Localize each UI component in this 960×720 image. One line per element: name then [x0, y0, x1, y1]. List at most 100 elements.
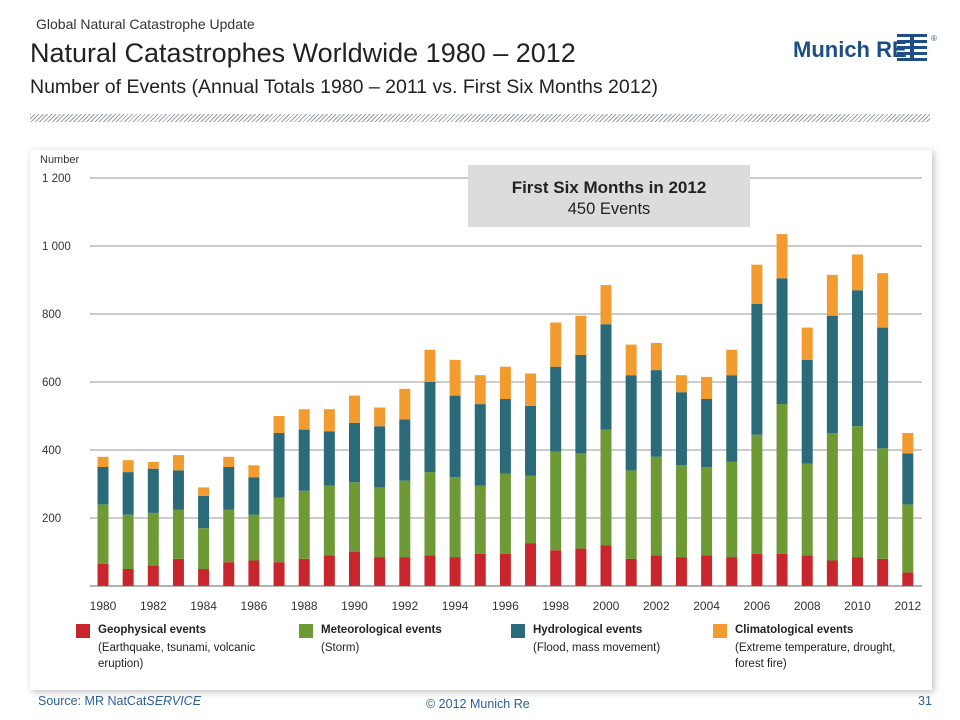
copyright-note: © 2012 Munich Re	[426, 697, 530, 711]
bar-segment-hydrological	[701, 399, 713, 467]
bar-segment-geophysical	[575, 548, 587, 586]
bar-segment-meteorological	[424, 472, 436, 556]
bar-segment-meteorological	[323, 485, 335, 556]
bar-segment-hydrological	[97, 467, 109, 505]
legend-desc: (Extreme temperature, drought, forest fi…	[735, 642, 896, 670]
bar-segment-meteorological	[877, 448, 889, 559]
bar-segment-meteorological	[625, 470, 637, 559]
bar-segment-meteorological	[198, 528, 210, 569]
bar-segment-geophysical	[198, 569, 210, 586]
bar-segment-geophysical	[499, 553, 511, 586]
bar-segment-geophysical	[374, 557, 386, 586]
header-divider	[30, 114, 930, 122]
page-subtitle: Number of Events (Annual Totals 1980 – 2…	[30, 76, 658, 98]
bar-segment-climatological	[273, 416, 285, 433]
bar-segment-climatological	[625, 344, 637, 376]
x-tick-label: 1996	[492, 599, 519, 613]
bar-segment-geophysical	[852, 557, 863, 586]
bar-segment-hydrological	[323, 431, 335, 486]
bar-segment-hydrological	[776, 278, 788, 405]
x-tick-label: 1984	[190, 599, 217, 613]
bar-segment-meteorological	[449, 477, 461, 558]
bar-segment-hydrological	[449, 395, 461, 478]
bar-segment-hydrological	[374, 426, 386, 488]
bar-segment-geophysical	[323, 555, 335, 586]
bar-segment-hydrological	[575, 354, 587, 454]
bar-segment-hydrological	[525, 405, 537, 476]
x-tick-label: 2012	[894, 599, 921, 613]
munich-re-logo: Munich RE ®	[793, 28, 943, 68]
source-italic: SERVICE	[146, 694, 202, 708]
bar-segment-meteorological	[801, 463, 813, 556]
x-tick-label: 2008	[794, 599, 821, 613]
bar-segment-meteorological	[474, 485, 486, 554]
bar-segment-climatological	[675, 375, 687, 393]
bar-segment-meteorological	[399, 480, 411, 558]
bar-segment-meteorological	[172, 509, 184, 559]
bar-segment-meteorological	[147, 512, 159, 566]
page-title: Natural Catastrophes Worldwide 1980 – 20…	[30, 38, 576, 68]
bar-segment-meteorological	[248, 514, 260, 561]
bar-segment-hydrological	[751, 303, 763, 435]
legend-swatch-climatological	[713, 624, 727, 638]
bar-segment-hydrological	[424, 382, 436, 473]
bar-segment-geophysical	[776, 553, 788, 586]
bar-segment-hydrological	[499, 399, 511, 474]
bar-segment-climatological	[801, 327, 813, 360]
bar-segment-hydrological	[625, 375, 637, 471]
bar-segment-geophysical	[625, 558, 637, 586]
bar-segment-climatological	[248, 465, 260, 478]
bar-segment-climatological	[575, 315, 587, 355]
bar-segment-hydrological	[198, 495, 210, 529]
bar-segment-climatological	[349, 395, 360, 423]
bar-segment-climatological	[298, 409, 310, 430]
bar-segment-hydrological	[172, 470, 184, 510]
x-tick-label: 2010	[844, 599, 871, 613]
bar-segment-climatological	[97, 456, 109, 467]
bar-segment-meteorological	[298, 490, 310, 559]
bar-segment-hydrological	[600, 324, 612, 430]
source-prefix: Source: MR NatCat	[38, 694, 147, 708]
bar-segment-climatological	[223, 456, 235, 467]
bar-segment-geophysical	[877, 558, 889, 586]
bar-segment-meteorological	[223, 509, 235, 563]
bar-segment-hydrological	[223, 467, 235, 510]
bar-segment-hydrological	[650, 370, 662, 457]
x-tick-label: 1992	[391, 599, 418, 613]
bar-segment-climatological	[449, 359, 461, 396]
bar-segment-climatological	[323, 409, 335, 432]
bar-segment-meteorological	[776, 404, 788, 554]
y-tick-label: 1 000	[42, 241, 71, 253]
bar-segment-meteorological	[751, 434, 763, 554]
x-tick-label: 1980	[90, 599, 117, 613]
bar-segment-climatological	[147, 461, 159, 469]
logo-registered: ®	[931, 34, 937, 43]
bar-segment-climatological	[122, 460, 134, 473]
x-tick-label: 1982	[140, 599, 167, 613]
bar-segment-hydrological	[399, 419, 411, 481]
legend-desc: (Earthquake, tsunami, volcanic eruption)	[98, 642, 256, 670]
bar-segment-climatological	[198, 487, 210, 496]
bar-segment-hydrological	[349, 422, 360, 483]
bar-segment-meteorological	[675, 465, 687, 558]
bar-segment-meteorological	[374, 487, 386, 558]
callout-box: First Six Months in 2012 450 Events	[468, 165, 750, 227]
y-tick-label: 800	[42, 309, 61, 321]
callout-value: 450 Events	[567, 200, 651, 218]
bar-segment-geophysical	[826, 560, 838, 586]
bar-segment-hydrological	[122, 472, 134, 515]
bar-segment-hydrological	[902, 453, 914, 505]
bar-segment-geophysical	[97, 563, 109, 586]
bar-segment-climatological	[600, 285, 612, 325]
bar-segment-geophysical	[248, 560, 260, 586]
page-number: 31	[918, 694, 932, 708]
x-tick-label: 2004	[693, 599, 720, 613]
bar-segment-hydrological	[474, 404, 486, 486]
x-tick-label: 1986	[241, 599, 268, 613]
callout-title: First Six Months in 2012	[511, 178, 707, 197]
legend-title: Climatological events	[735, 624, 854, 636]
bar-segment-climatological	[877, 273, 889, 328]
bar-segment-climatological	[650, 342, 662, 371]
bar-segment-geophysical	[474, 553, 486, 586]
bar-segment-geophysical	[675, 557, 687, 586]
